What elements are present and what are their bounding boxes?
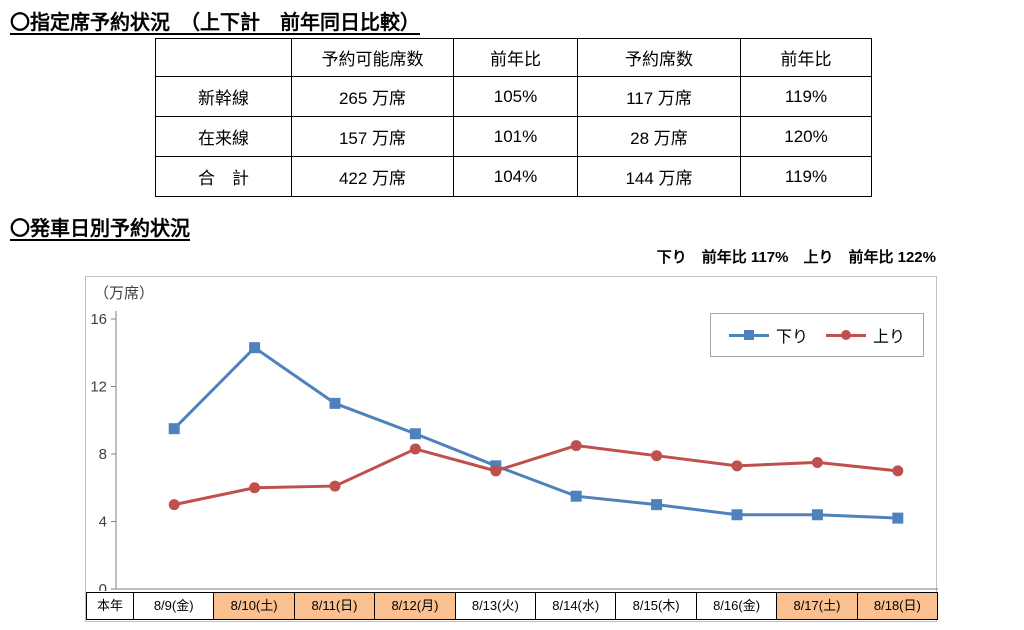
cell-value: 101%: [453, 116, 578, 157]
row-label: 在来線: [155, 116, 292, 157]
column-header-available-seats: 予約可能席数: [291, 38, 454, 77]
legend-item-nobori: 上り: [825, 323, 905, 347]
svg-text:12: 12: [90, 379, 107, 396]
legend-label-kudari: 下り: [775, 329, 808, 346]
cell-value: 28 万席: [577, 116, 741, 157]
cell-value: 105%: [453, 76, 578, 117]
row-label: 合 計: [155, 156, 292, 197]
table-row-shinkansen: 新幹線 265 万席 105% 117 万席 119%: [155, 76, 872, 117]
reservation-line-chart: 0 4 8 12 16 （万席） 下り 上り 本年 8/9(金) 8/10(土) 8/11(…: [85, 276, 939, 622]
y-axis-unit-label: （万席）: [94, 285, 155, 302]
date-cell: 8/10(土): [214, 592, 295, 620]
date-cell: 8/12(月): [375, 592, 456, 620]
kudari-square-marker-icon: [728, 329, 769, 341]
date-cell: 8/15(木): [616, 592, 697, 620]
date-cell: 8/17(土): [777, 592, 858, 620]
legend-item-kudari: 下り: [728, 323, 808, 347]
date-cell: 8/13(火): [455, 592, 537, 620]
row-label: 新幹線: [155, 76, 292, 117]
date-cell: 8/18(日): [857, 592, 939, 620]
reserved-seat-status-title: 〇指定席予約状況 （上下計 前年同日比較）: [10, 12, 420, 34]
date-cell: 8/16(金): [696, 592, 778, 620]
table-row-conventional: 在来線 157 万席 101% 28 万席 120%: [155, 116, 872, 157]
year-label-cell: 本年: [86, 592, 134, 620]
cell-value: 104%: [453, 156, 578, 197]
cell-value: 120%: [740, 116, 872, 157]
svg-text:4: 4: [99, 514, 107, 531]
cell-value: 265 万席: [291, 76, 454, 117]
chart-date-axis: 本年 8/9(金) 8/10(土) 8/11(日) 8/12(月) 8/13(火) 8/1…: [86, 592, 939, 620]
corner-cell: [155, 38, 292, 77]
cell-value: 119%: [740, 76, 872, 117]
departure-date-status-title: 〇発車日別予約状況: [10, 218, 190, 240]
svg-text:16: 16: [90, 311, 107, 328]
column-header-reserved-seats: 予約席数: [577, 38, 741, 77]
cell-value: 119%: [740, 156, 872, 197]
column-header-yoy-1: 前年比: [453, 38, 578, 77]
cell-value: 117 万席: [577, 76, 741, 117]
date-cell: 8/14(水): [536, 592, 617, 620]
chart-legend: 下り 上り: [710, 313, 924, 357]
svg-text:0: 0: [99, 581, 107, 591]
cell-value: 144 万席: [577, 156, 741, 197]
cell-value: 157 万席: [291, 116, 454, 157]
chart-plot-area: 0 4 8 12 16: [90, 311, 938, 591]
column-header-yoy-2: 前年比: [740, 38, 872, 77]
date-cell: 8/9(金): [134, 592, 215, 620]
table-header-row: 予約可能席数 前年比 予約席数 前年比: [155, 38, 872, 77]
legend-label-nobori: 上り: [872, 329, 905, 346]
cell-value: 422 万席: [291, 156, 454, 197]
table-row-total: 合 計 422 万席 104% 144 万席 119%: [155, 156, 872, 197]
reservation-summary-table: 予約可能席数 前年比 予約席数 前年比 新幹線 265 万席 105% 117 …: [155, 38, 872, 197]
nobori-circle-marker-icon: [825, 329, 866, 341]
yoy-ratio-note: 下り 前年比 117% 上り 前年比 122%: [656, 249, 936, 266]
date-cell: 8/11(日): [294, 592, 376, 620]
svg-text:8: 8: [99, 446, 107, 463]
